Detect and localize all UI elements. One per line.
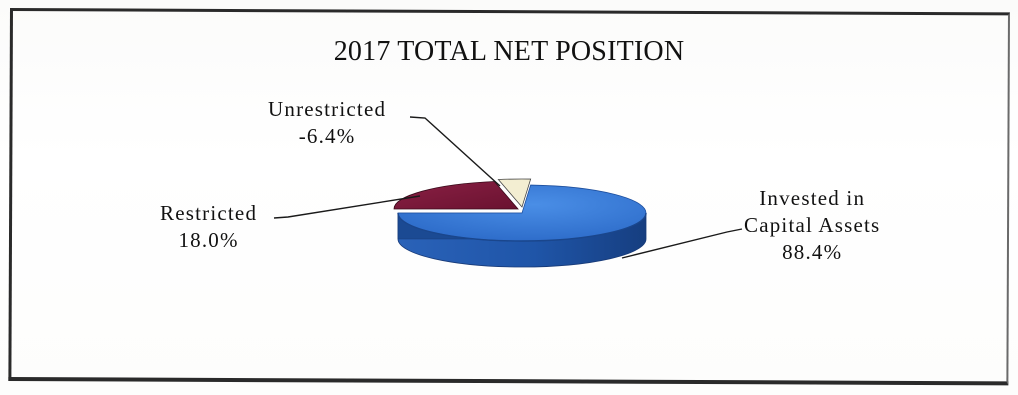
chart-title: 2017 TOTAL NET POSITION: [333, 36, 685, 67]
leader-unrestricted: [409, 116, 501, 187]
slice-unrestricted: [497, 178, 532, 208]
label-unrestricted: Unrestricted -6.4%: [268, 96, 386, 150]
pie-group: [393, 178, 647, 268]
label-restricted-name: Restricted: [160, 201, 258, 225]
leader-invested: [621, 228, 743, 259]
label-restricted-value: 18.0%: [178, 228, 239, 252]
leader-lines: [273, 116, 743, 259]
label-unrestricted-value: -6.4%: [298, 124, 356, 148]
label-invested-value: 88.4%: [782, 240, 843, 264]
label-invested-line1: Invested in: [759, 186, 866, 210]
pie-rim: [397, 212, 647, 242]
leader-restricted: [273, 195, 421, 219]
label-invested: Invested in Capital Assets 88.4%: [744, 185, 880, 266]
label-restricted: Restricted 18.0%: [160, 200, 257, 254]
label-unrestricted-name: Unrestricted: [268, 97, 387, 121]
slice-restricted: [393, 181, 519, 210]
label-invested-line2: Capital Assets: [744, 213, 881, 237]
